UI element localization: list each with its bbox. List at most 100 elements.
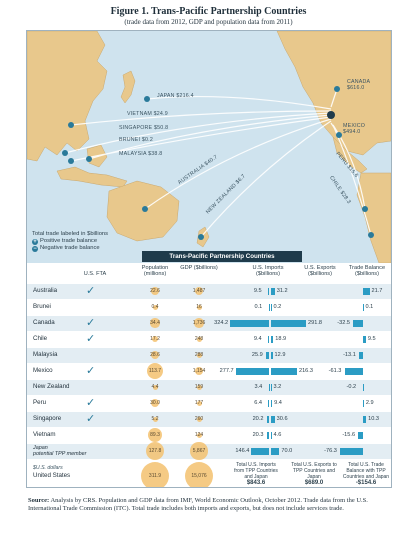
map-label-japan: JAPAN $216.4: [157, 93, 194, 99]
gdp-bubble: [196, 432, 202, 438]
checkmark-icon: ✓: [86, 333, 96, 345]
imports-value: 324.2: [214, 320, 229, 326]
gdp-bubble-label: 177: [194, 400, 204, 406]
gdp-bubble: [196, 384, 202, 390]
country-name: Brunei: [33, 303, 51, 310]
gdp-bubble-label: 15,076: [191, 473, 207, 479]
marker-brunei: [86, 156, 92, 162]
header-imports: U.S. Imports ($billions): [252, 265, 284, 278]
map-graphic: [27, 31, 391, 263]
population-bubble-label: 311.9: [148, 473, 162, 479]
pacific-map: JAPAN $216.4 VIETNAM $24.9 SINGAPORE $50…: [27, 31, 391, 263]
flow-australia: [144, 118, 332, 210]
checkmark-icon: ✓: [86, 413, 96, 425]
population-bubble: [146, 362, 164, 380]
balance-bar: [363, 399, 364, 407]
country-name: Singapore: [33, 415, 62, 422]
gdp-bubble-label: 248: [194, 336, 204, 342]
minus-icon: −: [32, 245, 38, 252]
gdp-bubble: [194, 286, 204, 296]
exports-bar: [271, 335, 274, 343]
imports-bar: [267, 335, 269, 343]
gdp-bubble: [196, 336, 202, 342]
exports-bar: [271, 303, 272, 311]
population-bubble: [152, 304, 158, 310]
gdp-bubble-label: 260: [194, 416, 204, 422]
map-label-canada: CANADA $616.0: [347, 79, 371, 91]
flow-new-zealand: [200, 120, 332, 238]
header-fta: U.S. FTA: [83, 271, 107, 277]
imports-value: 3.4: [254, 384, 263, 390]
population-bubble-label: 30.0: [150, 400, 160, 406]
imports-bar: [230, 319, 269, 327]
gdp-bubble: [190, 442, 208, 460]
country-name: Australia: [33, 287, 58, 294]
population-bubble-label: 22.6: [150, 288, 160, 294]
balance-bar: [363, 415, 367, 423]
gdp-bubble-label: 159: [194, 384, 204, 390]
map-label-singapore: SINGAPORE $50.8: [119, 125, 169, 131]
gdp-bubble-label: 288: [194, 352, 204, 358]
balance-value: -61.3: [328, 368, 342, 374]
population-bubble: [151, 335, 159, 343]
checkmark-icon: ✓: [86, 317, 96, 329]
gdp-bubble-label: 124: [194, 432, 204, 438]
country-name: Japan potential TPP member: [33, 445, 87, 457]
gdp-bubble: [196, 400, 202, 406]
country-markers: [62, 86, 374, 240]
map-label-mexico: MEXICO $494.0: [343, 123, 366, 135]
map-label-malaysia: MALAYSIA $38.8: [119, 151, 163, 157]
imports-value: 25.9: [251, 352, 263, 358]
country-name: Chile: [33, 335, 48, 342]
checkmark-icon: ✓: [86, 365, 96, 377]
japan-landmass: [120, 70, 136, 104]
country-name: Mexico: [33, 367, 53, 374]
imports-bar: [251, 447, 269, 455]
trade-flows: [64, 88, 372, 238]
table-row: [27, 283, 391, 299]
exports-value: 291.8: [308, 320, 323, 326]
country-name: Vietnam: [33, 431, 56, 438]
table-row: [27, 427, 391, 443]
flow-singapore: [64, 112, 332, 154]
flow-vietnam: [70, 110, 332, 126]
imports-bar: [235, 367, 269, 375]
table-row: [27, 379, 391, 395]
legend-title: Total trade labeled in $billions: [32, 231, 109, 237]
table-title: Trans-Pacific Partnership Countries: [142, 251, 302, 262]
flow-malaysia: [70, 116, 332, 162]
balance-value: -0.2: [346, 384, 357, 390]
balance-bar: [358, 431, 363, 439]
imports-value: 9.4: [253, 336, 262, 342]
figure-title: Figure 1. Trans-Pacific Partnership Coun…: [110, 6, 307, 17]
source-note: Source: Analysis by CRS. Population and …: [28, 497, 368, 513]
marker-malaysia: [68, 158, 74, 164]
exports-value: 12.9: [274, 352, 286, 358]
imports-bar: [265, 351, 269, 359]
population-bubble: [151, 287, 159, 295]
exports-bar: [271, 319, 307, 327]
imports-value: 146.4: [235, 448, 250, 454]
population-bubble: [150, 318, 160, 328]
country-name: New Zealand: [33, 383, 70, 390]
gdp-bubble: [195, 367, 203, 375]
gdp-bubble-label: 1,154: [192, 368, 206, 374]
balance-bar: [362, 383, 363, 391]
marker-japan: [144, 96, 150, 102]
header-gdp: GDP ($billions): [180, 265, 218, 271]
plus-icon: +: [32, 238, 38, 245]
population-bubble-label: 28.6: [150, 352, 160, 358]
exports-bar: [271, 431, 272, 439]
population-bubble-label: 34.4: [150, 320, 160, 326]
imports-bar: [268, 303, 269, 311]
balance-bar: [363, 287, 370, 295]
exports-bar: [271, 399, 273, 407]
country-name: Peru: [33, 399, 47, 406]
exports-value: 4.6: [273, 432, 282, 438]
imports-value: 0.1: [254, 304, 263, 310]
population-bubble-label: 127.8: [148, 448, 162, 454]
flow-canada: [330, 88, 338, 108]
imports-value: 6.4: [254, 400, 262, 406]
checkmark-icon: ✓: [86, 285, 96, 297]
marker-singapore: [62, 150, 68, 156]
